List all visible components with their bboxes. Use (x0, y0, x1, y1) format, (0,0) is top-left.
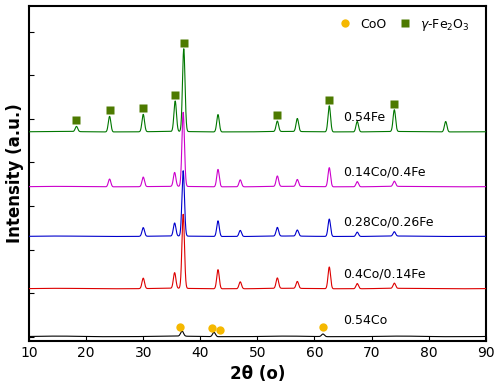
Text: 0.4Co/0.14Fe: 0.4Co/0.14Fe (343, 267, 425, 280)
X-axis label: 2θ (ᴏ): 2θ (ᴏ) (230, 365, 285, 384)
Text: 0.54Fe: 0.54Fe (343, 110, 385, 124)
Text: 0.54Co: 0.54Co (343, 314, 387, 328)
Y-axis label: Intensity (a.u.): Intensity (a.u.) (6, 103, 24, 243)
Text: 0.14Co/0.4Fe: 0.14Co/0.4Fe (343, 165, 425, 179)
Legend: CoO, $\gamma$-Fe$_2$O$_3$: CoO, $\gamma$-Fe$_2$O$_3$ (328, 12, 475, 38)
Text: 0.28Co/0.26Fe: 0.28Co/0.26Fe (343, 215, 434, 228)
